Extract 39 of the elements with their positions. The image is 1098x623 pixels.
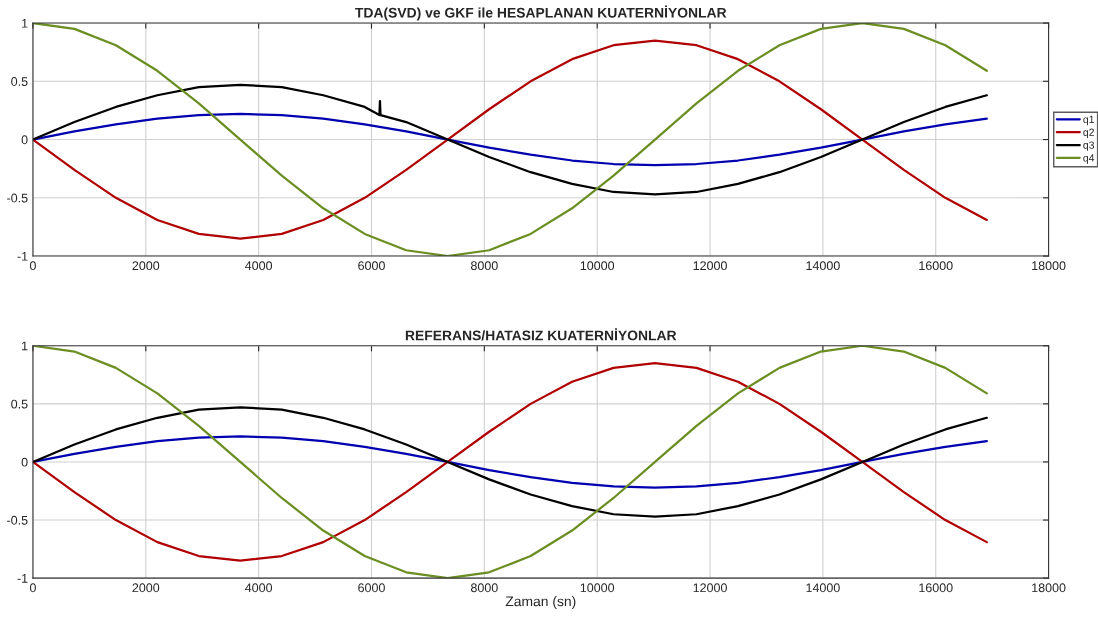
x-tick-label: 2000 <box>132 583 160 593</box>
x-tick-label: 8000 <box>470 583 498 593</box>
y-tick-label: 1 <box>22 341 28 351</box>
x-tick-label: 18000 <box>1032 583 1066 593</box>
x-tick-label: 18000 <box>1032 261 1066 271</box>
x-tick-label: 6000 <box>358 583 385 593</box>
line-series <box>32 83 988 196</box>
x-tick-label: 0 <box>29 261 36 271</box>
y-tick-label: -0.5 <box>7 515 28 525</box>
y-tick-label: -0.5 <box>7 193 28 203</box>
legend-label: q1 <box>1083 115 1094 126</box>
y-tick-label: 0 <box>21 457 28 467</box>
chart-title: TDA(SVD) ve GKF ile HESAPLANAN KUATERNİYONLAR <box>355 5 727 21</box>
y-tick-label: 0.5 <box>11 77 28 86</box>
y-tick-label: -1 <box>17 574 28 583</box>
x-tick-label: 14000 <box>806 583 840 593</box>
x-tick-label: 4000 <box>245 583 273 593</box>
x-tick-label: 8000 <box>470 261 498 271</box>
x-tick-label: 6000 <box>358 261 385 271</box>
y-tick-label: -1 <box>17 251 28 261</box>
x-tick-label: 16000 <box>919 261 953 271</box>
chart-title: REFERANS/HATASIZ KUATERNİYONLAR <box>405 328 677 341</box>
line-series <box>32 406 988 518</box>
y-tick-label: 0 <box>21 135 28 145</box>
x-tick-label: 4000 <box>245 261 273 271</box>
x-tick-label: 2000 <box>132 261 160 271</box>
x-tick-label: 10000 <box>580 583 615 593</box>
x-tick-label: 14000 <box>806 261 840 271</box>
x-tick-label: 12000 <box>693 583 727 593</box>
legend-label: q4 <box>1083 154 1095 164</box>
x-tick-label: 0 <box>29 583 36 593</box>
x-tick-label: 12000 <box>693 261 727 271</box>
x-tick-label: 16000 <box>919 583 953 593</box>
x-axis-title: Zaman (sn) <box>505 596 576 609</box>
x-tick-label: 10000 <box>580 261 615 271</box>
legend-label: q3 <box>1083 141 1095 151</box>
y-tick-label: 1 <box>22 18 28 28</box>
y-tick-label: 0.5 <box>11 399 28 409</box>
legend-label: q2 <box>1083 128 1094 138</box>
